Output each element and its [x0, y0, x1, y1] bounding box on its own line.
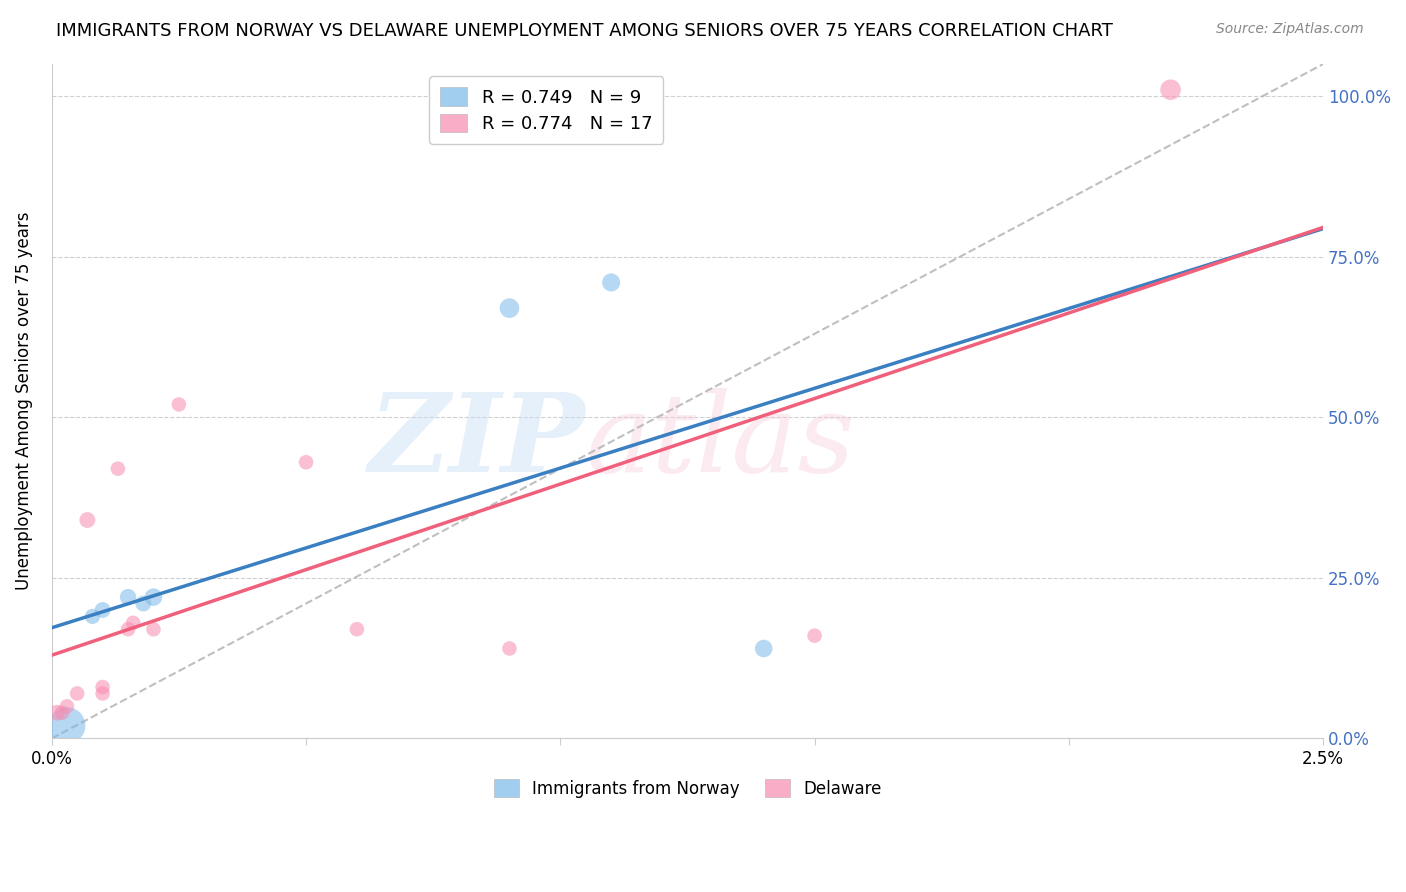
Point [51, 706, 73, 720]
Point [167, 397, 190, 411]
Point [45, 706, 67, 720]
Point [803, 629, 825, 643]
Point [498, 301, 520, 315]
Point [56, 718, 79, 732]
Point [91, 603, 114, 617]
Point [107, 461, 129, 475]
Text: Source: ZipAtlas.com: Source: ZipAtlas.com [1216, 22, 1364, 37]
Text: atlas: atlas [586, 388, 855, 495]
Point [346, 622, 368, 636]
Point [122, 615, 145, 630]
Point [82, 609, 104, 624]
Point [295, 455, 318, 469]
Y-axis label: Unemployment Among Seniors over 75 years: Unemployment Among Seniors over 75 years [15, 212, 32, 591]
Point [142, 622, 165, 636]
Point [117, 622, 139, 636]
Legend: Immigrants from Norway, Delaware: Immigrants from Norway, Delaware [486, 772, 889, 805]
Point [1160, 83, 1182, 97]
Point [142, 590, 165, 604]
Text: IMMIGRANTS FROM NORWAY VS DELAWARE UNEMPLOYMENT AMONG SENIORS OVER 75 YEARS CORR: IMMIGRANTS FROM NORWAY VS DELAWARE UNEMP… [56, 22, 1114, 40]
Point [132, 597, 155, 611]
Point [56, 699, 79, 714]
Point [91, 680, 114, 694]
Point [498, 641, 520, 656]
Point [752, 641, 775, 656]
Text: ZIP: ZIP [370, 388, 586, 495]
Point [91, 686, 114, 700]
Point [76, 513, 98, 527]
Point [66, 686, 89, 700]
Point [600, 276, 623, 290]
Point [117, 590, 139, 604]
